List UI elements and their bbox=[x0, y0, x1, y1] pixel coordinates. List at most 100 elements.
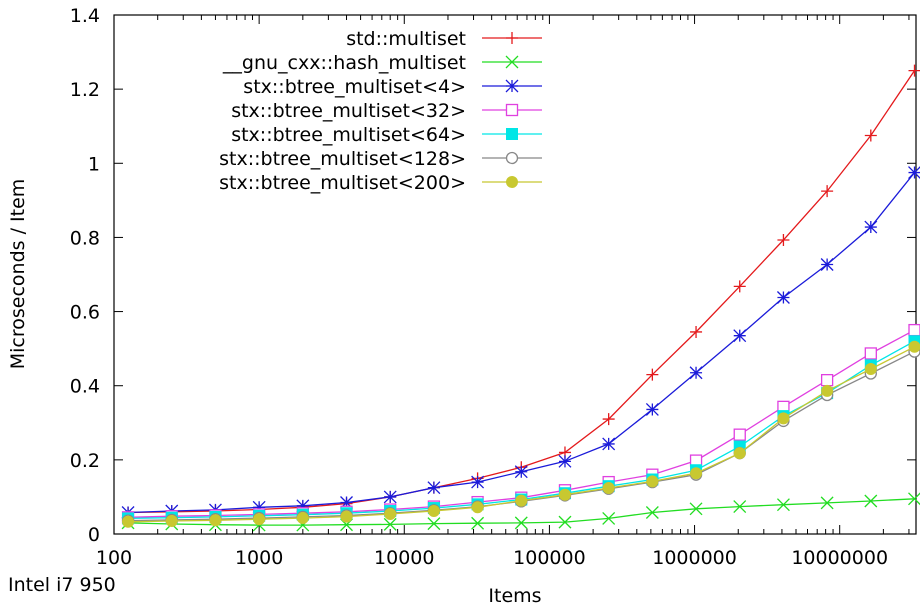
data-point-marker bbox=[602, 413, 615, 426]
data-point-marker bbox=[602, 511, 616, 525]
series-3 bbox=[121, 323, 920, 524]
x-tick-label: 10000 bbox=[374, 547, 434, 569]
legend-item: stx::btree_multiset<128> bbox=[219, 148, 542, 170]
data-point-marker bbox=[645, 506, 659, 519]
data-point-marker bbox=[602, 437, 616, 451]
data-point-marker bbox=[383, 517, 397, 531]
legend-item: stx::btree_multiset<32> bbox=[231, 100, 542, 122]
x-axis-label: Items bbox=[488, 585, 541, 607]
legend: std::multiset__gnu_cxx::hash_multisetstx… bbox=[219, 28, 542, 194]
data-point-marker bbox=[427, 505, 440, 518]
legend-item: std::multiset bbox=[346, 28, 542, 50]
data-point-marker bbox=[558, 488, 571, 501]
data-point-marker bbox=[689, 502, 703, 516]
data-point-marker bbox=[209, 514, 222, 527]
y-tick-label: 0.4 bbox=[70, 376, 100, 398]
data-point-marker bbox=[690, 467, 703, 480]
data-point-marker bbox=[427, 481, 441, 495]
legend-label: stx::btree_multiset<32> bbox=[231, 100, 466, 122]
y-tick-label: 1 bbox=[88, 153, 100, 175]
data-point-marker bbox=[864, 494, 878, 508]
chart-footnote: Intel i7 950 bbox=[8, 574, 116, 596]
legend-item: __gnu_cxx::hash_multiset bbox=[222, 52, 542, 74]
data-point-marker bbox=[864, 129, 877, 142]
legend-label: stx::btree_multiset<4> bbox=[243, 76, 466, 98]
data-point-marker bbox=[908, 323, 920, 337]
y-tick-label: 1.4 bbox=[70, 5, 100, 27]
data-point-marker bbox=[821, 185, 834, 198]
legend-label: std::multiset bbox=[346, 28, 466, 50]
data-point-marker bbox=[506, 32, 518, 44]
legend-item: stx::btree_multiset<200> bbox=[219, 172, 542, 194]
legend-label: __gnu_cxx::hash_multiset bbox=[222, 52, 466, 74]
data-point-marker bbox=[471, 475, 485, 489]
data-point-marker bbox=[777, 234, 790, 247]
data-point-marker bbox=[383, 490, 397, 504]
data-point-marker bbox=[820, 258, 834, 271]
data-point-marker bbox=[689, 366, 703, 380]
plot-frame bbox=[113, 14, 917, 535]
data-point-marker bbox=[776, 291, 790, 304]
data-point-marker bbox=[646, 368, 659, 381]
x-tick-label: 1000 bbox=[235, 547, 283, 569]
data-point-marker bbox=[558, 454, 572, 468]
data-point-marker bbox=[908, 492, 920, 506]
data-point-marker bbox=[864, 363, 877, 376]
series-2 bbox=[121, 166, 920, 519]
y-tick-label: 0.8 bbox=[70, 227, 100, 249]
data-point-marker bbox=[296, 499, 310, 513]
data-point-marker bbox=[296, 512, 309, 525]
data-point-marker bbox=[820, 374, 834, 387]
data-point-marker bbox=[777, 412, 790, 425]
data-point-marker bbox=[558, 515, 572, 529]
legend-item: stx::btree_multiset<4> bbox=[243, 76, 542, 98]
data-point-marker bbox=[733, 447, 746, 460]
x-tick-label: 1000000 bbox=[652, 547, 737, 569]
y-tick-label: 1.2 bbox=[70, 79, 100, 101]
data-point-marker bbox=[733, 500, 747, 514]
series-line bbox=[128, 329, 915, 518]
data-point-marker bbox=[646, 475, 659, 488]
data-point-marker bbox=[908, 166, 920, 180]
legend-item: stx::btree_multiset<64> bbox=[231, 124, 542, 146]
data-point-marker bbox=[252, 500, 266, 514]
data-point-marker bbox=[427, 517, 441, 531]
data-point-marker bbox=[506, 176, 518, 188]
y-tick-label: 0.6 bbox=[70, 302, 100, 324]
data-point-marker bbox=[122, 515, 135, 528]
data-point-marker bbox=[514, 516, 528, 530]
data-point-marker bbox=[253, 513, 266, 526]
data-point-marker bbox=[908, 64, 920, 77]
data-point-marker bbox=[864, 347, 877, 360]
legend-label: stx::btree_multiset<64> bbox=[231, 124, 466, 146]
data-point-marker bbox=[340, 510, 353, 523]
data-point-marker bbox=[864, 220, 878, 234]
data-point-marker bbox=[515, 494, 528, 507]
x-tick-label: 10000000 bbox=[791, 547, 888, 569]
data-point-marker bbox=[471, 516, 485, 530]
x-tick-label: 100 bbox=[96, 547, 132, 569]
data-point-marker bbox=[821, 384, 834, 397]
data-point-marker bbox=[733, 329, 747, 343]
data-point-marker bbox=[505, 151, 519, 165]
data-point-marker bbox=[505, 103, 519, 117]
data-point-marker bbox=[471, 501, 484, 514]
data-point-marker bbox=[733, 280, 746, 293]
series-6 bbox=[122, 340, 920, 528]
data-point-marker bbox=[384, 507, 397, 520]
legend-label: stx::btree_multiset<200> bbox=[219, 172, 466, 194]
data-point-marker bbox=[505, 55, 519, 69]
y-axis-label: Microseconds / Item bbox=[7, 179, 29, 370]
y-tick-label: 0 bbox=[88, 524, 100, 546]
legend-label: stx::btree_multiset<128> bbox=[219, 148, 466, 170]
data-point-marker bbox=[908, 340, 920, 353]
data-point-marker bbox=[165, 515, 178, 528]
data-point-marker bbox=[602, 482, 615, 495]
data-point-marker bbox=[514, 465, 528, 479]
data-point-marker bbox=[645, 402, 659, 416]
data-point-marker bbox=[340, 496, 353, 509]
x-tick-label: 100000 bbox=[513, 547, 586, 569]
data-point-marker bbox=[776, 498, 790, 512]
